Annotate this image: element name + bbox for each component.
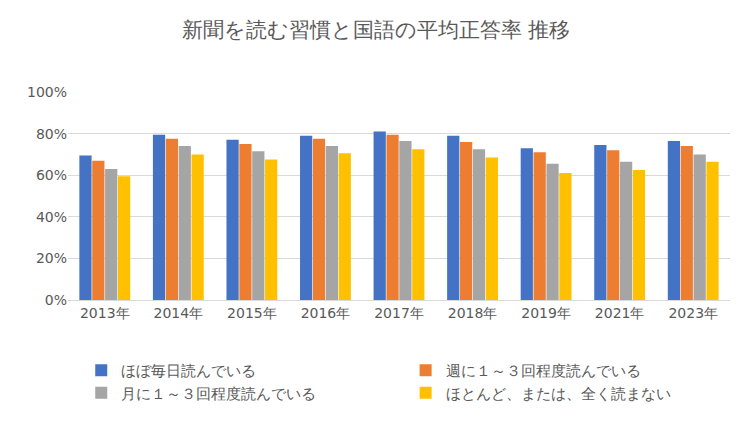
svg-text:ほぼ毎日読んでいる: ほぼ毎日読んでいる bbox=[121, 362, 256, 380]
svg-text:100%: 100% bbox=[27, 84, 67, 100]
svg-text:ほとんど、または、全く読まない: ほとんど、または、全く読まない bbox=[446, 385, 671, 403]
svg-text:月に１～３回程度読んでいる: 月に１～３回程度読んでいる bbox=[121, 385, 316, 403]
svg-text:2015年: 2015年 bbox=[227, 305, 277, 321]
svg-text:2019年: 2019年 bbox=[521, 305, 571, 321]
svg-text:新聞を読む習慣と国語の平均正答率 推移: 新聞を読む習慣と国語の平均正答率 推移 bbox=[182, 18, 571, 42]
svg-text:2017年: 2017年 bbox=[374, 305, 424, 321]
svg-text:2018年: 2018年 bbox=[448, 305, 498, 321]
svg-text:80%: 80% bbox=[36, 126, 67, 142]
svg-text:60%: 60% bbox=[36, 167, 67, 183]
svg-text:2023年: 2023年 bbox=[668, 305, 718, 321]
svg-text:週に１～３回程度読んでいる: 週に１～３回程度読んでいる bbox=[446, 362, 641, 380]
svg-text:20%: 20% bbox=[36, 250, 67, 266]
svg-text:2021年: 2021年 bbox=[595, 305, 645, 321]
svg-text:0%: 0% bbox=[45, 292, 67, 308]
svg-text:2016年: 2016年 bbox=[301, 305, 351, 321]
svg-text:2014年: 2014年 bbox=[154, 305, 204, 321]
svg-text:2013年: 2013年 bbox=[80, 305, 130, 321]
svg-text:40%: 40% bbox=[36, 209, 67, 225]
